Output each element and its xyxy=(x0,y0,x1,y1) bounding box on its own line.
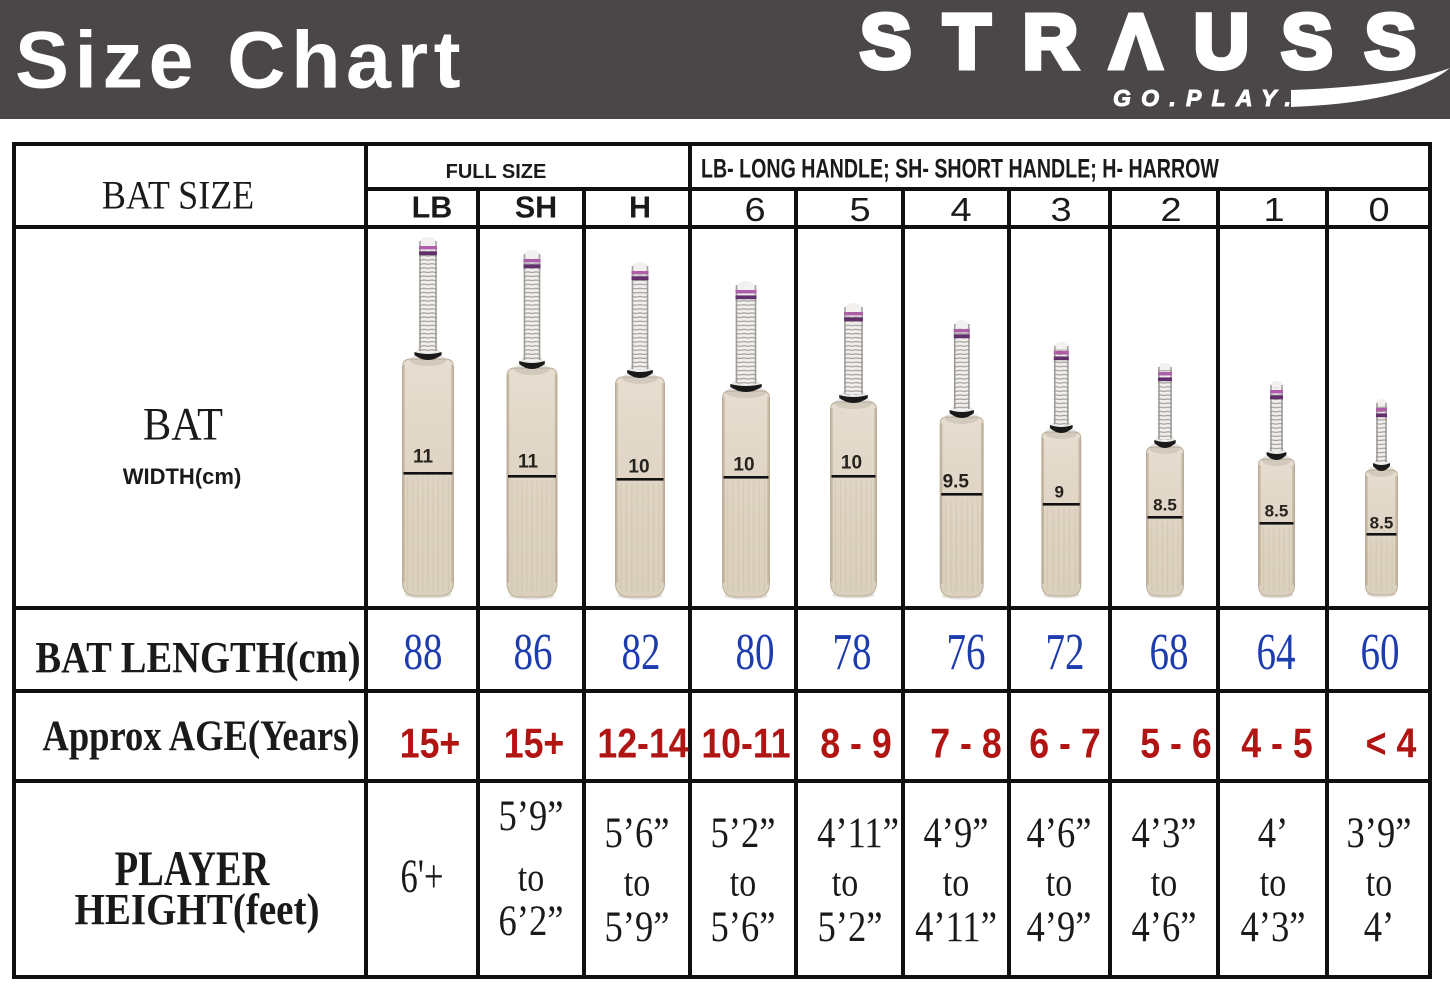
svg-text:11: 11 xyxy=(413,447,434,468)
svg-text:9.5: 9.5 xyxy=(943,472,970,493)
svg-text:8.5: 8.5 xyxy=(1153,496,1177,515)
svg-text:10: 10 xyxy=(628,457,649,478)
svg-text:GO.PLAY.: GO.PLAY. xyxy=(1113,85,1296,111)
svg-text:8.5: 8.5 xyxy=(1370,514,1394,533)
svg-text:STRΛUSS: STRΛUSS xyxy=(860,0,1426,85)
svg-text:11: 11 xyxy=(518,452,539,473)
svg-text:8.5: 8.5 xyxy=(1265,502,1289,521)
svg-text:9: 9 xyxy=(1054,483,1063,502)
svg-text:10: 10 xyxy=(841,453,862,474)
svg-text:10: 10 xyxy=(733,455,754,476)
